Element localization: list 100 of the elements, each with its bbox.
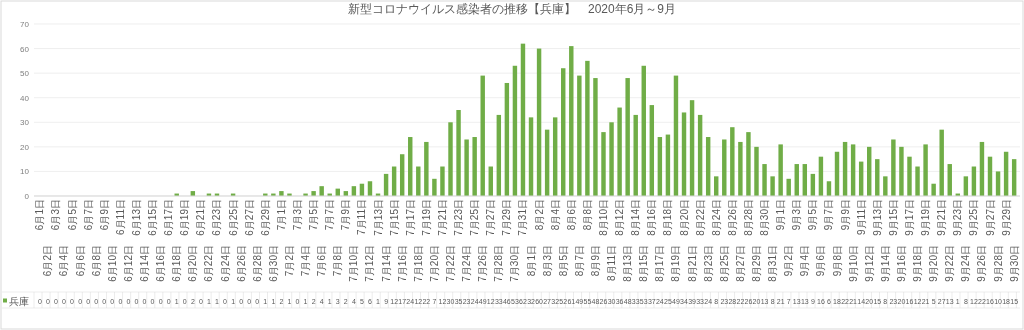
x-tick-label: 6月7日	[82, 199, 94, 231]
y-tick-label: 40	[20, 93, 30, 103]
x-tick-label: 9月27日	[984, 199, 996, 236]
bar	[432, 178, 437, 196]
bar	[907, 156, 912, 196]
x-tick-label: 7月16日	[396, 245, 408, 282]
bar	[722, 139, 727, 196]
bar	[689, 100, 695, 196]
bar	[472, 137, 477, 196]
x-tick-label: 9月23日	[952, 199, 964, 236]
x-tick-label: 6月22日	[203, 245, 215, 282]
x-tick-label: 9月5日	[807, 199, 819, 231]
bar	[528, 117, 534, 196]
x-tick-label: 7月27日	[485, 199, 497, 236]
x-tick-label: 6月13日	[130, 199, 142, 236]
bar	[609, 122, 614, 196]
bar	[625, 78, 630, 196]
x-tick-label: 6月21日	[195, 199, 207, 236]
x-tick-label: 6月3日	[50, 199, 62, 231]
bar	[561, 68, 566, 196]
bar	[424, 141, 429, 196]
x-tick-label: 6月15日	[147, 199, 159, 236]
x-tick-label: 9月25日	[968, 199, 980, 236]
x-tick-label: 6月14日	[139, 245, 151, 282]
x-tick-label: 8月19日	[670, 245, 682, 282]
x-tick-label: 7月30日	[509, 245, 521, 282]
x-tick-label: 6月25日	[227, 199, 239, 236]
x-tick-label: 7月18日	[412, 245, 424, 282]
bar	[786, 178, 791, 196]
x-tick-label: 8月28日	[742, 199, 754, 236]
x-tick-label: 6月29日	[259, 199, 271, 236]
bar	[311, 191, 316, 196]
bar	[416, 166, 421, 196]
x-tick-label: 8月22日	[694, 199, 706, 236]
x-tick-label: 8月21日	[686, 245, 698, 282]
x-tick-label: 9月8日	[831, 245, 843, 277]
x-tick-label: 6月28日	[251, 245, 263, 282]
x-tick-label: 7月6日	[316, 245, 328, 277]
bar	[593, 78, 598, 196]
chart-title: 新型コロナウイルス感染者の推移【兵庫】 2020年6月～9月	[347, 2, 677, 16]
x-tick-label: 9月12日	[863, 245, 875, 282]
x-tick-label: 6月2日	[42, 245, 54, 277]
x-tick-label: 7月23日	[453, 199, 465, 236]
x-tick-label: 6月1日	[34, 199, 46, 231]
x-tick-label: 8月3日	[541, 245, 553, 277]
x-tick-label: 8月23日	[702, 245, 714, 282]
x-tick-label: 8月15日	[638, 245, 650, 282]
bar	[440, 166, 445, 196]
x-tick-label: 8月24日	[710, 199, 722, 236]
x-tick-label: 8月11日	[606, 245, 618, 281]
x-tick-label: 7月7日	[324, 199, 336, 231]
x-tick-label: 7月10日	[348, 245, 360, 282]
x-tick-label: 7月20日	[428, 245, 440, 282]
x-tick-label: 7月26日	[477, 245, 489, 282]
x-tick-label: 7月3日	[292, 199, 304, 231]
bar	[931, 183, 936, 196]
x-tick-label: 8月26日	[726, 199, 738, 236]
bar	[770, 176, 775, 196]
x-tick-label: 6月10日	[106, 245, 118, 282]
x-tick-label: 6月23日	[211, 199, 223, 236]
bar	[730, 127, 735, 196]
y-tick-label: 20	[20, 142, 30, 152]
x-tick-label: 8月7日	[573, 245, 585, 277]
x-tick-label: 7月22日	[445, 245, 456, 282]
bar	[617, 107, 622, 196]
bar	[279, 191, 284, 196]
x-tick-label: 8月31日	[767, 245, 779, 282]
bar	[577, 75, 582, 196]
y-tick-label: 30	[20, 118, 30, 128]
x-tick-label: 8月20日	[678, 199, 690, 236]
x-tick-label: 7月25日	[469, 199, 481, 236]
x-tick-label: 9月4日	[799, 245, 811, 277]
x-tick-label: 6月6日	[74, 245, 86, 277]
x-tick-label: 8月13日	[622, 245, 634, 282]
x-tick-label: 6月5日	[66, 199, 78, 231]
x-tick-label: 8月12日	[614, 199, 626, 236]
bar	[746, 132, 751, 196]
x-tick-label: 6月4日	[58, 245, 70, 277]
x-tick-label: 7月13日	[372, 199, 384, 236]
x-tick-label: 9月26日	[976, 245, 988, 282]
x-tick-label: 6月16日	[155, 245, 167, 282]
bar	[319, 186, 324, 196]
x-tick-label: 6月24日	[219, 245, 231, 282]
y-tick-label: 0	[24, 192, 30, 202]
x-tick-label: 8月4日	[549, 199, 561, 231]
x-tick-label: 9月1日	[775, 199, 787, 231]
bar	[681, 112, 687, 196]
x-tick-label: 8月27日	[734, 245, 746, 282]
x-tick-label: 7月24日	[461, 245, 473, 282]
bar	[754, 146, 759, 196]
y-tick-label: 10	[20, 167, 30, 177]
x-tick-label: 6月8日	[90, 245, 102, 277]
bar	[915, 166, 920, 196]
y-tick-label: 60	[20, 44, 30, 54]
bar	[891, 139, 896, 196]
x-tick-label: 8月2日	[533, 199, 545, 231]
x-tick-label: 7月17日	[404, 199, 416, 236]
x-tick-label: 9月24日	[960, 245, 972, 282]
y-tick-label: 50	[20, 69, 30, 79]
x-tick-label: 9月15日	[887, 199, 899, 236]
